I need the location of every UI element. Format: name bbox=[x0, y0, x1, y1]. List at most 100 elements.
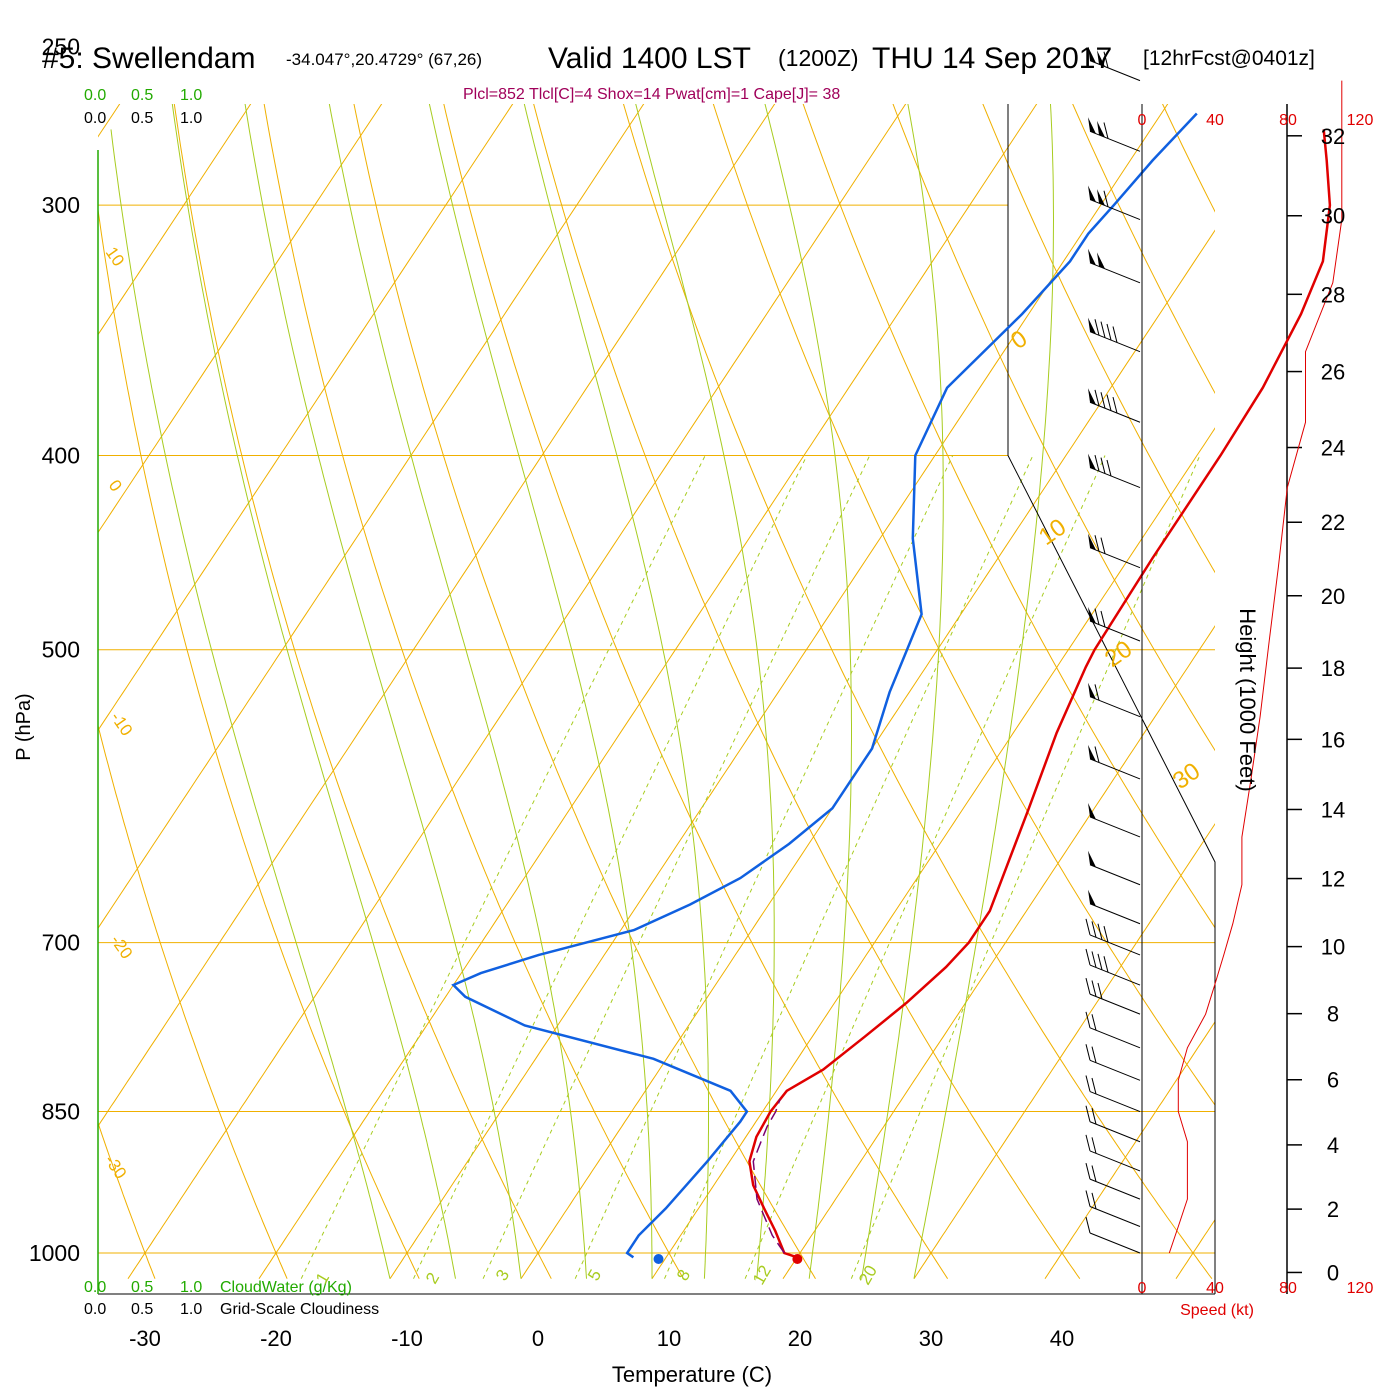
height-tick-label: 22 bbox=[1321, 510, 1345, 535]
wind-barb-feather bbox=[1091, 1108, 1097, 1125]
wind-barb-feather bbox=[1094, 684, 1100, 701]
dry-adiabat-line bbox=[98, 1121, 156, 1279]
wind-barb-feather bbox=[1094, 455, 1100, 472]
wind-barb bbox=[1085, 1044, 1141, 1081]
diagram-frame bbox=[1007, 104, 1216, 1294]
mixing-ratio-line bbox=[744, 455, 1106, 1279]
speed-tick-label-bottom: 40 bbox=[1206, 1280, 1224, 1297]
wind-barb bbox=[1088, 533, 1141, 569]
wind-barb-feather bbox=[1112, 326, 1118, 343]
wind-barb-feather bbox=[1085, 918, 1091, 936]
speed-tick-label-bottom: 80 bbox=[1279, 1280, 1297, 1297]
wind-barb bbox=[1088, 453, 1141, 489]
temperature-tick-label: -10 bbox=[391, 1326, 423, 1351]
wind-barb-feather bbox=[1085, 1163, 1091, 1180]
temperature-tick-label: 0 bbox=[532, 1326, 544, 1351]
wind-barb-feather bbox=[1097, 923, 1103, 940]
isotherm-label: 30 bbox=[1168, 757, 1205, 794]
wind-barb-feather bbox=[1085, 1190, 1091, 1207]
isotherm-line bbox=[651, 427, 1215, 1279]
chart-marks bbox=[97, 46, 1343, 1295]
wind-barb-flag bbox=[1097, 252, 1105, 269]
wind-barb-flag bbox=[1088, 117, 1096, 134]
wind-barb-feather bbox=[1091, 1014, 1097, 1031]
mixing-ratio-label: 20 bbox=[855, 1262, 881, 1288]
wind-barb bbox=[1088, 889, 1141, 925]
height-axis-label: Height (1000 Feet) bbox=[1235, 608, 1260, 791]
wind-barb-feather bbox=[1097, 953, 1103, 970]
dry-adiabat-line bbox=[982, 104, 1215, 574]
dry-adiabat-line bbox=[712, 104, 1215, 1106]
isotherm-line bbox=[98, 104, 383, 534]
height-tick-label: 2 bbox=[1327, 1197, 1339, 1222]
cloudwater-scale-label-top: 0.5 bbox=[131, 87, 153, 104]
mixing-ratio-line bbox=[413, 455, 808, 1279]
wind-barb bbox=[1088, 802, 1141, 838]
moist-adiabat-line bbox=[428, 104, 653, 1279]
utc-time: (1200Z) bbox=[778, 45, 859, 71]
wind-barb-feather bbox=[1091, 951, 1097, 968]
wind-barb bbox=[1085, 1134, 1141, 1172]
wind-barb bbox=[1088, 850, 1141, 886]
wind-barb bbox=[1088, 682, 1141, 718]
wind-barb-feather bbox=[1112, 396, 1118, 414]
mixing-ratio-label: 8 bbox=[673, 1266, 694, 1284]
wind-barb-feather bbox=[1091, 921, 1097, 938]
wind-barb-staff bbox=[1089, 696, 1141, 718]
wind-barb-feather bbox=[1091, 1077, 1097, 1095]
wind-barb-feather bbox=[1106, 323, 1112, 341]
wind-barb-staff bbox=[1089, 262, 1141, 284]
wind-barb-flag bbox=[1097, 50, 1105, 67]
wind-barb-flag bbox=[1088, 606, 1096, 624]
wind-barb-staff bbox=[1089, 1150, 1141, 1172]
wind-barb-staff bbox=[1089, 1206, 1141, 1227]
wind-barb-feather bbox=[1103, 926, 1109, 943]
dry-adiabat-line bbox=[802, 104, 1215, 929]
wind-barb-feather bbox=[1091, 1165, 1097, 1182]
cloudwater-scale-label-top: 1.0 bbox=[180, 87, 202, 104]
height-tick-label: 20 bbox=[1321, 584, 1345, 609]
dry-adiabat-label: -10 bbox=[107, 708, 137, 739]
height-tick-label: 6 bbox=[1327, 1068, 1339, 1093]
wind-barb-feather bbox=[1094, 746, 1100, 763]
isotherm-line bbox=[520, 229, 1215, 1279]
pressure-tick-label: 300 bbox=[42, 192, 80, 218]
wind-barb-staff bbox=[1089, 1178, 1141, 1200]
temperature-tick-label: 20 bbox=[788, 1326, 812, 1351]
wind-barb-feather bbox=[1091, 1046, 1097, 1063]
wind-barb-feather bbox=[1094, 608, 1100, 625]
wind-barb-flag bbox=[1088, 682, 1096, 700]
height-tick-label: 30 bbox=[1321, 204, 1345, 229]
moist-adiabat-line bbox=[328, 104, 587, 1279]
cloudwater-label: CloudWater (g/Kg) bbox=[220, 1279, 352, 1296]
temperature-profile bbox=[748, 129, 1332, 1259]
wind-barb-feather bbox=[1100, 321, 1106, 338]
wind-barb-staff bbox=[1089, 1091, 1141, 1113]
wind-barb-staff bbox=[1089, 467, 1141, 489]
wind-barb-flag bbox=[1088, 185, 1096, 202]
wind-barb-staff bbox=[1089, 620, 1141, 642]
wind-barb-feather bbox=[1085, 948, 1091, 966]
background-lines bbox=[98, 104, 1215, 1280]
cloudiness-scale-label-top: 0.5 bbox=[131, 110, 153, 127]
wind-barb bbox=[1085, 1163, 1141, 1200]
wind-barb-staff bbox=[1089, 547, 1141, 569]
dry-adiabat-line bbox=[1072, 104, 1215, 395]
height-tick-label: 16 bbox=[1321, 727, 1345, 752]
wind-barb-flag bbox=[1088, 744, 1096, 762]
wind-barb-flag bbox=[1088, 46, 1096, 64]
dry-adiabat-label: -20 bbox=[107, 931, 137, 962]
wind-barb-staff bbox=[1089, 331, 1141, 353]
valid-date: THU 14 Sep 2017 bbox=[872, 42, 1112, 75]
isotherm-line bbox=[1044, 1020, 1215, 1279]
wind-barb-feather bbox=[1094, 535, 1100, 552]
wind-barb bbox=[1085, 1190, 1141, 1227]
speed-tick-label-bottom: 120 bbox=[1347, 1280, 1374, 1297]
x-axis-label: Temperature (C) bbox=[612, 1362, 772, 1387]
mixing-ratio-label: 12 bbox=[749, 1262, 775, 1288]
isotherm-line bbox=[98, 104, 121, 138]
temperature-tick-label: -30 bbox=[129, 1326, 161, 1351]
wind-barb bbox=[1085, 1216, 1141, 1254]
mixing-ratio-line bbox=[850, 455, 1201, 1279]
height-tick-label: 24 bbox=[1321, 436, 1345, 461]
